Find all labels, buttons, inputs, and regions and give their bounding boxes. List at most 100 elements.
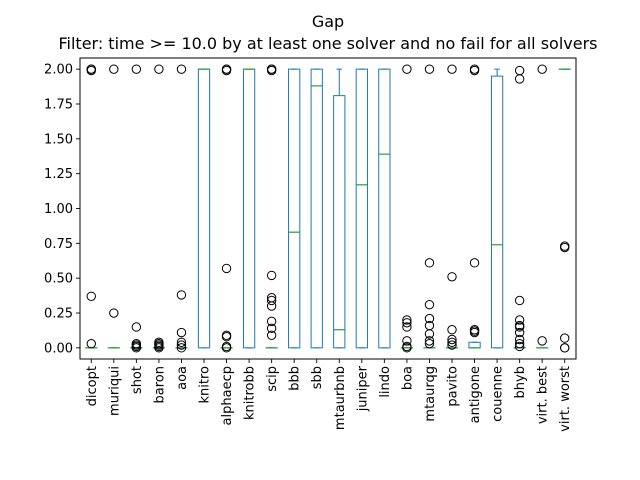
box-baron [152, 64, 166, 353]
x-tick-label: baron [152, 366, 167, 403]
box-body [333, 95, 346, 349]
x-tick-label: boa [400, 366, 415, 390]
flier-point [424, 299, 435, 310]
axes-frame [79, 57, 577, 360]
flier-point [514, 65, 525, 76]
flier-point [176, 64, 187, 74]
x-tick-label: dicopt [85, 366, 100, 406]
flier-point [469, 64, 480, 74]
flier-point [424, 338, 435, 349]
flier-point [131, 322, 142, 332]
flier-point [402, 336, 412, 346]
box-shot [130, 64, 143, 353]
box-virt-best [536, 64, 549, 349]
flier-point [514, 341, 525, 352]
flier-point [221, 64, 232, 74]
y-tick-label: 0.50 [44, 272, 73, 287]
box-knitrobb [242, 68, 256, 349]
flier-point [424, 258, 435, 268]
flier-point [109, 64, 119, 74]
flier-point [176, 327, 187, 338]
flier-point [537, 64, 547, 74]
box-body [378, 68, 391, 349]
flier-point [176, 343, 187, 353]
flier-point [266, 64, 277, 74]
x-tick-label: alphaecp [220, 366, 235, 425]
box-juniper [355, 68, 368, 349]
y-tick-label: 1.00 [44, 202, 73, 217]
box-mtaurbnb [333, 68, 346, 349]
flier-point [447, 334, 457, 345]
x-tick-label: antigone [468, 366, 483, 423]
flier-point [469, 325, 480, 335]
flier-point [514, 295, 525, 306]
flier-point [266, 295, 277, 306]
x-tick-label: aoa [175, 366, 190, 390]
box-alphaecp [220, 64, 233, 353]
box-body [355, 68, 368, 349]
flier-point [424, 64, 435, 74]
chart-subtitle: Filter: time >= 10.0 by at least one sol… [58, 34, 597, 53]
flier-point [560, 333, 570, 343]
x-tick-label: pavito [446, 366, 461, 407]
x-tick-label: bhyb [513, 366, 528, 398]
box-body [490, 75, 504, 349]
x-tick-label: virt. worst [558, 366, 573, 432]
flier-point [86, 338, 96, 349]
box-dicopt [85, 64, 98, 349]
flier-point [424, 313, 435, 324]
box-bbb [288, 68, 301, 349]
flier-point [176, 340, 187, 350]
flier-point [176, 290, 187, 300]
flier-point [154, 64, 164, 74]
x-tick-label: shot [130, 366, 145, 394]
flier-point [447, 325, 457, 335]
plot-area: 0.00 0.25 0.50 0.75 1.00 1.25 1.50 1.75 2.00 dico… [44, 57, 577, 432]
flier-point [560, 241, 570, 251]
y-tick-label: 0.00 [44, 341, 73, 356]
flier-point [86, 291, 96, 301]
y-tick-label: 1.25 [44, 167, 73, 182]
flier-point [402, 64, 412, 74]
x-tick-label: juniper [355, 365, 370, 412]
box-muriqui [107, 64, 120, 349]
flier-point [402, 341, 412, 352]
flier-point [402, 322, 412, 332]
box-body [468, 341, 481, 349]
flier-point [266, 292, 277, 303]
box-antigone [468, 64, 481, 349]
box-sbb [310, 68, 323, 349]
flier-point [86, 64, 96, 74]
flier-point [560, 343, 570, 353]
x-tick-label: scip [265, 366, 280, 392]
x-tick-label: muriqui [107, 366, 122, 416]
box-pavito [445, 64, 459, 350]
flier-point [514, 320, 525, 331]
flier-point [221, 263, 232, 274]
flier-point [447, 64, 457, 74]
box-mtaurqg [423, 64, 436, 349]
box-body [197, 68, 211, 349]
box-knitro [197, 68, 211, 349]
x-tick-label: couenne [491, 366, 506, 422]
flier-point [514, 315, 525, 325]
flier-point [131, 338, 142, 349]
flier-point [402, 318, 412, 328]
flier-point [131, 64, 142, 74]
box-bhyb [513, 65, 526, 352]
y-tick-label: 1.50 [44, 132, 73, 147]
flier-point [154, 337, 164, 347]
flier-point [266, 270, 277, 281]
box-scip [265, 64, 278, 349]
box-aoa [175, 64, 188, 353]
flier-point [109, 308, 119, 318]
flier-point [447, 272, 457, 282]
chart-title: Gap [312, 12, 344, 31]
x-tick-label: bbb [288, 366, 303, 391]
x-tick-label: knitro [198, 366, 213, 404]
x-tick-label: mtaurqg [423, 366, 438, 422]
flier-point [266, 330, 277, 341]
flier-point [402, 315, 412, 325]
y-tick-label: 0.75 [44, 237, 73, 252]
